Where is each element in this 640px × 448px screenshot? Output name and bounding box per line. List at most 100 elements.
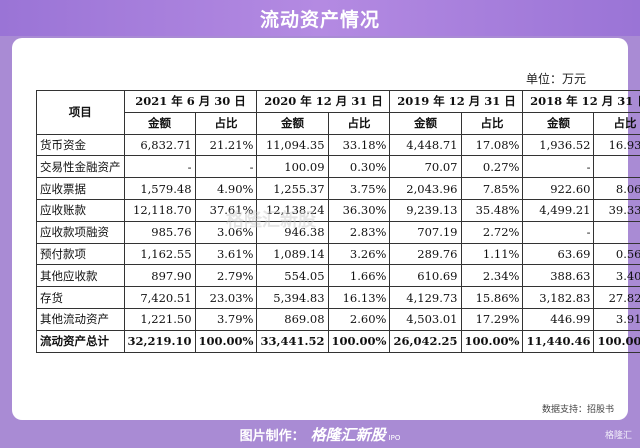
amount-header: 金额 [522, 111, 595, 135]
amount-cell: 554.05 [256, 264, 329, 288]
share-cell: 15.86% [460, 286, 524, 309]
amount-cell: 70.07 [389, 155, 462, 179]
amount-cell: 1,936.52 [522, 133, 595, 157]
corner-logo: 格隆汇 [604, 431, 632, 441]
row-label: 货币资金 [36, 133, 125, 157]
amount-cell: 5,394.83 [256, 286, 329, 309]
period-header-row: 项目 2021 年 6 月 30 日 2020 年 12 月 31 日 2019… [36, 90, 640, 135]
row-label: 应收款项融资 [36, 220, 125, 244]
share-cell: 0.27% [460, 155, 524, 179]
share-cell: 0.56% [593, 242, 640, 266]
share-cell: - [593, 220, 640, 244]
amount-cell: 985.76 [123, 220, 196, 244]
share-cell: 35.48% [460, 198, 524, 222]
row-label: 存货 [36, 286, 125, 309]
share-cell: 17.29% [460, 307, 524, 331]
share-cell: 3.26% [327, 242, 391, 266]
share-cell: 3.75% [327, 177, 391, 200]
sub-header-row: 金额 占比 金额 占比 金额 占比 金额 占比 [37, 111, 640, 135]
amount-cell: 11,094.35 [256, 133, 329, 157]
amount-header: 金额 [256, 111, 329, 135]
amount-cell: 922.60 [522, 177, 595, 200]
share-cell: 4.90% [194, 177, 258, 200]
amount-cell: 6,832.71 [123, 133, 196, 157]
amount-cell: 63.69 [522, 242, 595, 266]
total-row: 流动资产总计 32,219.10 100.00% 33,441.52 100.00% 26… [36, 329, 640, 353]
amount-cell: 12,118.70 [123, 198, 196, 222]
amount-cell: 33,441.52 [256, 329, 329, 353]
share-header: 占比 [593, 111, 640, 135]
current-assets-table: 项目 2021 年 6 月 30 日 2020 年 12 月 31 日 2019… [36, 90, 640, 353]
amount-cell: - [522, 220, 595, 244]
share-cell: 7.85% [460, 177, 524, 200]
share-header: 占比 [327, 111, 391, 135]
share-header: 占比 [460, 111, 524, 135]
share-cell: 3.40% [593, 264, 640, 288]
table-row: 货币资金 6,832.71 21.21% 11,094.35 33.18% 4,448.7… [36, 133, 640, 157]
amount-cell: 1,221.50 [123, 307, 196, 331]
row-label: 交易性金融资产 [36, 155, 125, 179]
amount-cell: 1,255.37 [256, 177, 329, 200]
share-cell: 8.06% [593, 177, 640, 200]
amount-cell: 1,162.55 [123, 242, 196, 266]
row-label: 应收票据 [36, 177, 125, 200]
share-cell: 0.30% [327, 155, 391, 179]
footer: 图片制作： 格隆汇新股 IPO [0, 420, 640, 448]
item-header: 项目 [36, 90, 125, 135]
table-row: 应收票据 1,579.48 4.90% 1,255.37 3.75% 2,043.96 7.… [36, 177, 640, 200]
share-cell: 37.61% [194, 198, 258, 222]
amount-cell: 869.08 [256, 307, 329, 331]
share-cell: 17.08% [460, 133, 524, 157]
amount-cell: 4,499.21 [522, 198, 595, 222]
share-cell: 33.18% [327, 133, 391, 157]
amount-header: 金额 [123, 111, 196, 135]
share-cell: 1.11% [460, 242, 524, 266]
amount-header: 金额 [389, 111, 462, 135]
period-header: 2018 年 12 月 31 日 [522, 90, 640, 113]
period-header: 2021 年 6 月 30 日 [123, 90, 258, 113]
share-cell: 1.66% [327, 264, 391, 288]
share-cell: 23.03% [194, 286, 258, 309]
share-cell: 2.34% [460, 264, 524, 288]
share-cell: 100.00% [194, 329, 258, 353]
share-cell: 2.79% [194, 264, 258, 288]
amount-cell: 1,579.48 [123, 177, 196, 200]
period-header: 2020 年 12 月 31 日 [256, 90, 391, 113]
brand-logo: 格隆汇新股 [310, 425, 386, 444]
table-row: 其他流动资产 1,221.50 3.79% 869.08 2.60% 4,503.01 17… [36, 307, 640, 331]
row-label: 预付款项 [36, 242, 125, 266]
share-cell: - [194, 155, 258, 179]
amount-cell: 4,129.73 [389, 286, 462, 309]
share-cell: 16.93% [593, 133, 640, 157]
amount-cell: 11,440.46 [522, 329, 595, 353]
amount-cell: 1,089.14 [256, 242, 329, 266]
amount-cell: 946.38 [256, 220, 329, 244]
row-label: 应收账款 [36, 198, 125, 222]
amount-cell: 4,503.01 [389, 307, 462, 331]
share-cell: 2.60% [327, 307, 391, 331]
amount-cell: 388.63 [522, 264, 595, 288]
amount-cell: 289.76 [389, 242, 462, 266]
share-cell: 39.33% [593, 198, 640, 222]
footer-credit: 图片制作： [239, 428, 305, 444]
amount-cell: 7,420.51 [123, 286, 196, 309]
table-card: 单位：万元 项目 2021 年 6 月 30 日 2020 年 12 月 31 … [12, 38, 640, 420]
amount-cell: - [123, 155, 196, 179]
row-label: 其他应收款 [36, 264, 125, 288]
share-cell: 3.06% [194, 220, 258, 244]
unit-label: 单位：万元 [525, 72, 586, 86]
amount-cell: 446.99 [522, 307, 595, 331]
table-row: 交易性金融资产--100.090.30%70.070.27%-- [36, 155, 640, 179]
row-label: 其他流动资产 [36, 307, 125, 331]
share-cell: 3.61% [194, 242, 258, 266]
share-cell: 27.82% [593, 286, 640, 309]
page-title: 流动资产情况 [259, 8, 380, 31]
amount-cell: 32,219.10 [123, 329, 196, 353]
amount-cell: 100.09 [256, 155, 329, 179]
table-row: 应收账款 12,118.70 37.61% 12,138.24 36.30% 9,239.… [36, 198, 640, 222]
amount-cell: 12,138.24 [256, 198, 329, 222]
table-row: 存货 7,420.51 23.03% 5,394.83 16.13% 4,129.73 15… [36, 286, 640, 309]
amount-cell: 4,448.71 [389, 133, 462, 157]
period-header: 2019 年 12 月 31 日 [389, 90, 524, 113]
amount-cell: 610.69 [389, 264, 462, 288]
